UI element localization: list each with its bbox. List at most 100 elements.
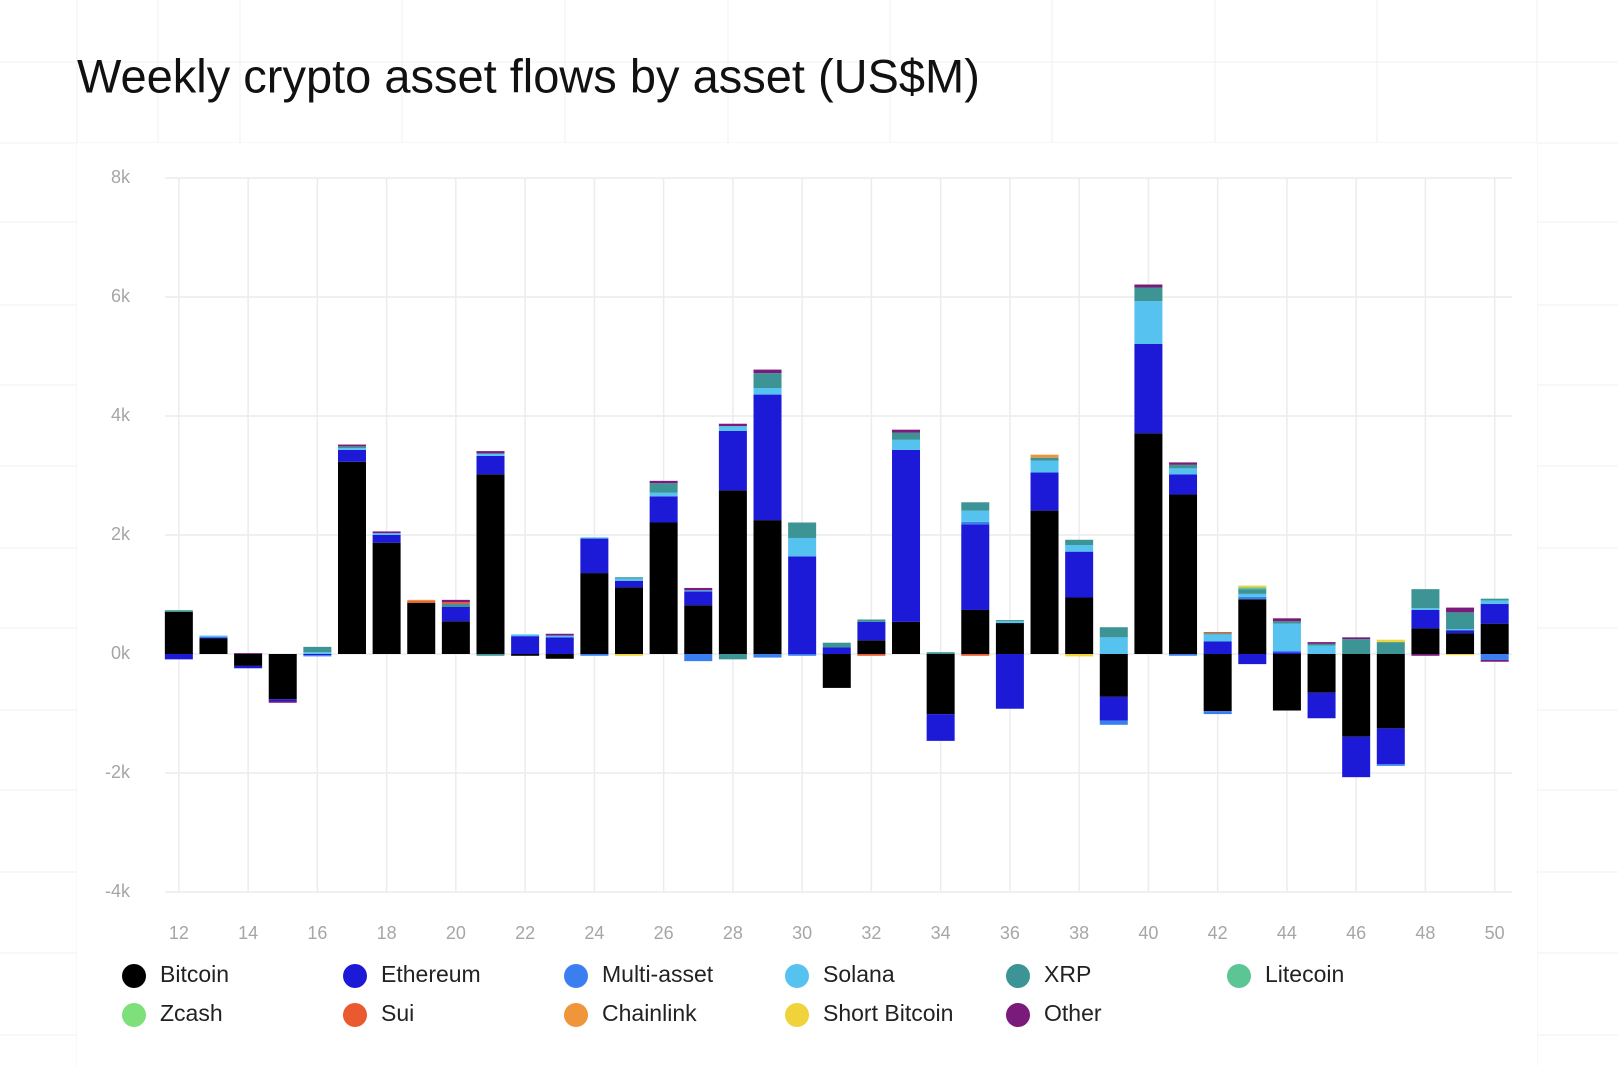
bar-segment (649, 492, 678, 497)
bar-segment (961, 609, 990, 654)
x-tick-label: 46 (1346, 923, 1366, 943)
bar-segment (1342, 654, 1371, 737)
bar-segment (1272, 618, 1301, 622)
legend-marker (1006, 964, 1030, 988)
x-tick-label: 34 (931, 923, 951, 943)
bar-segment (1030, 460, 1059, 473)
bar-segment (615, 580, 644, 588)
bar-segment (164, 610, 193, 612)
x-tick-label: 50 (1485, 923, 1505, 943)
bar-segment (1480, 623, 1509, 654)
bar-segment (441, 606, 470, 622)
bar-segment (926, 652, 955, 654)
bar-segment (1446, 629, 1475, 631)
bar-segment (441, 599, 470, 603)
legend-label: Ethereum (381, 961, 481, 987)
y-tick-label: 4k (111, 405, 131, 425)
bar-segment (961, 521, 990, 525)
bar-segment (788, 522, 817, 538)
bar-segment (649, 483, 678, 493)
bar-segment (995, 623, 1024, 654)
bar-segment (476, 654, 505, 656)
bar-segment (545, 654, 574, 659)
bar-segment (1030, 457, 1059, 461)
legend-item: Multi-asset (564, 961, 714, 988)
bar-segment (268, 701, 297, 703)
bar-segment (1238, 593, 1267, 597)
bar-segment (1376, 642, 1405, 654)
legend-item: Chainlink (564, 1000, 697, 1027)
bar-segment (684, 591, 713, 606)
legend-item: Bitcoin (122, 961, 229, 988)
y-tick-label: 8k (111, 167, 131, 187)
bar-segment (1203, 711, 1232, 715)
bar-segment (1099, 637, 1128, 654)
legend-label: Solana (823, 961, 895, 987)
x-tick-label: 16 (307, 923, 327, 943)
bar-segment (1480, 604, 1509, 624)
bar-segment (1238, 596, 1267, 600)
bar-segment (649, 522, 678, 654)
bar-segment (545, 635, 574, 638)
y-tick-label: 2k (111, 524, 131, 544)
bar-segment (234, 653, 263, 654)
bar-segment (407, 602, 436, 654)
bar-segment (1099, 627, 1128, 638)
bar-segment (1307, 642, 1336, 644)
legend-item: XRP (1006, 961, 1091, 988)
bar-segment (303, 655, 332, 657)
bar-segment (337, 448, 366, 450)
bar-segment (1203, 634, 1232, 642)
x-tick-label: 20 (446, 923, 466, 943)
bar-segment (1376, 639, 1405, 643)
x-tick-label: 30 (792, 923, 812, 943)
bar-segment (1134, 344, 1163, 434)
bar-segment (615, 577, 644, 579)
bar-segment (511, 636, 540, 654)
bar-segment (615, 654, 644, 656)
x-tick-label: 32 (861, 923, 881, 943)
bar-segment (1342, 639, 1371, 654)
bar-segment (615, 578, 644, 581)
bar-segment (545, 637, 574, 654)
bar-segment (1376, 728, 1405, 765)
bar-segment (1169, 474, 1198, 495)
bar-segment (1411, 609, 1440, 629)
bar-segment (684, 605, 713, 654)
legend-item: Other (1006, 1000, 1102, 1027)
bar-segment (1376, 764, 1405, 766)
bar-segment (1307, 643, 1336, 646)
x-tick-label: 18 (377, 923, 397, 943)
x-tick-label: 44 (1277, 923, 1297, 943)
bar-segment (164, 609, 193, 611)
bar-segment (892, 439, 921, 450)
bar-segment (718, 430, 747, 491)
bar-segment (580, 573, 609, 654)
bar-segment (1203, 633, 1232, 635)
bar-segment (303, 646, 332, 653)
bar-segment (718, 426, 747, 431)
bar-segment (1272, 623, 1301, 652)
bar-segment (1169, 494, 1198, 654)
bar-segment (857, 621, 886, 641)
bar-segment (511, 634, 540, 637)
x-tick-label: 26 (654, 923, 674, 943)
bar-segment (788, 556, 817, 654)
bar-segment (580, 537, 609, 539)
bar-segment (337, 461, 366, 654)
legend-label: Short Bitcoin (823, 1000, 953, 1026)
legend-label: Sui (381, 1000, 414, 1026)
bar-segment (1030, 510, 1059, 654)
bar-segment (1030, 454, 1059, 458)
bar-segment (995, 654, 1024, 709)
bar-segment (684, 654, 713, 662)
bar-segment (1480, 598, 1509, 601)
bar-segment (1272, 652, 1301, 654)
bar-segment (1446, 630, 1475, 634)
legend-item: Sui (343, 1000, 414, 1027)
bar-segment (303, 654, 332, 656)
bar-segment (961, 654, 990, 656)
bar-segment (961, 524, 990, 610)
bar-segment (1411, 608, 1440, 610)
